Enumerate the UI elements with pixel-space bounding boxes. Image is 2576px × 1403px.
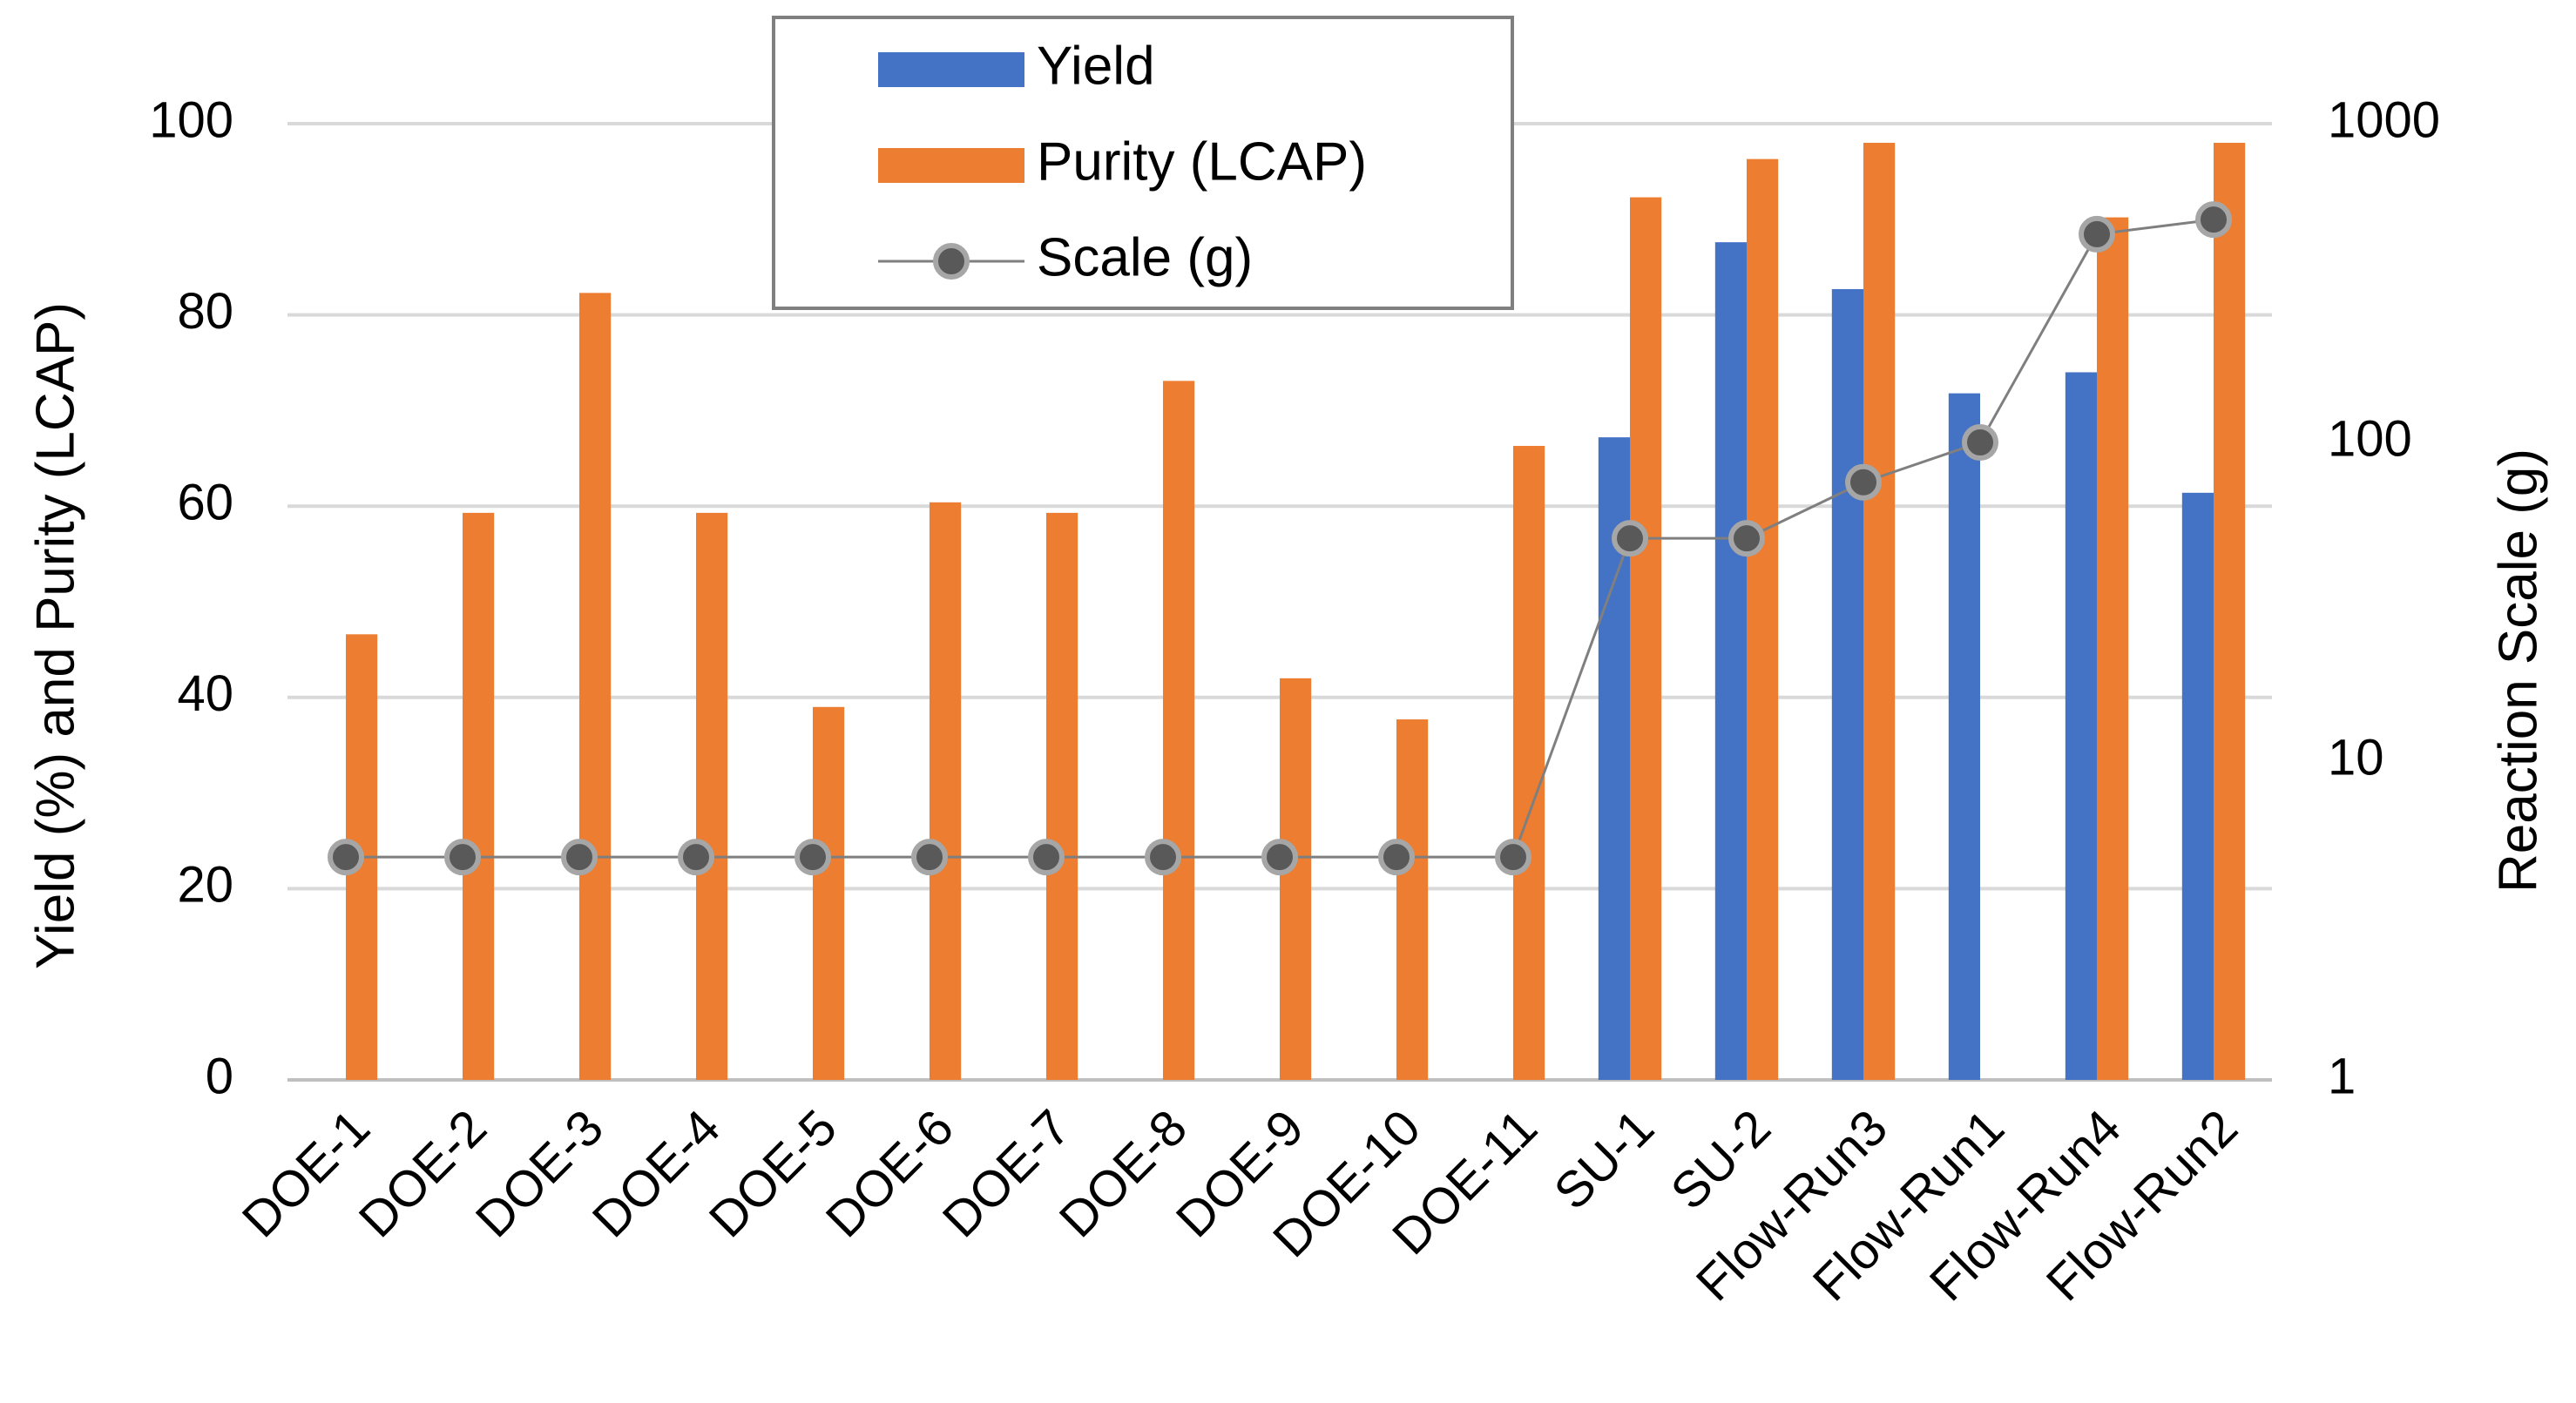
scale-marker bbox=[1612, 520, 1648, 557]
left-axis-tick-label: 20 bbox=[177, 857, 233, 914]
scale-marker bbox=[1495, 839, 1531, 876]
x-axis-tick-label: DOE-6 bbox=[815, 1099, 964, 1248]
bar-purity bbox=[1046, 512, 1078, 1080]
x-axis-tick-label: DOE-7 bbox=[932, 1099, 1081, 1248]
left-axis-tick-label: 80 bbox=[177, 283, 233, 340]
bar-purity bbox=[2214, 142, 2246, 1081]
bar-purity bbox=[930, 502, 962, 1080]
scale-marker bbox=[561, 839, 598, 876]
x-axis-tick-label: SU-1 bbox=[1544, 1099, 1665, 1220]
legend-marker-scale bbox=[933, 243, 970, 280]
x-axis-ticks: DOE-1DOE-2DOE-3DOE-4DOE-5DOE-6DOE-7DOE-8… bbox=[232, 1099, 2248, 1312]
left-axis-tick-label: 60 bbox=[177, 475, 233, 531]
right-axis-ticks: 1 10 100 1000 bbox=[2328, 91, 2440, 1104]
right-axis-tick-label: 1000 bbox=[2328, 91, 2440, 148]
legend-label-purity: Purity (LCAP) bbox=[1037, 132, 1367, 192]
bar-purity bbox=[1396, 719, 1429, 1080]
bar-yield bbox=[1948, 393, 1980, 1080]
bar-purity bbox=[1513, 446, 1545, 1080]
scale-marker bbox=[1728, 520, 1765, 557]
bar-purity bbox=[1863, 142, 1896, 1081]
legend-label-yield: Yield bbox=[1037, 36, 1155, 96]
scale-marker bbox=[1028, 839, 1065, 876]
scale-marker bbox=[444, 839, 481, 876]
x-axis-tick-label: DOE-2 bbox=[348, 1099, 497, 1248]
scale-marker bbox=[2195, 201, 2232, 239]
scale-marker bbox=[2079, 215, 2115, 253]
x-axis-tick-label: DOE-1 bbox=[232, 1099, 381, 1248]
bar-yield bbox=[2181, 492, 2214, 1080]
right-axis-tick-label: 1 bbox=[2328, 1048, 2356, 1104]
bar-purity bbox=[696, 512, 728, 1080]
x-axis-tick-label: DOE-8 bbox=[1049, 1099, 1198, 1248]
bar-purity bbox=[1630, 197, 1662, 1080]
right-axis-tick-label: 100 bbox=[2328, 410, 2412, 467]
legend-label-scale: Scale (g) bbox=[1037, 227, 1253, 287]
scale-marker bbox=[1145, 839, 1181, 876]
left-axis-tick-label: 0 bbox=[206, 1048, 233, 1104]
right-axis-title: Reaction Scale (g) bbox=[2488, 449, 2548, 893]
bar-purity bbox=[463, 512, 495, 1080]
x-axis-tick-label: DOE-4 bbox=[582, 1099, 731, 1248]
scale-marker bbox=[678, 839, 714, 876]
bar-yield bbox=[2065, 372, 2097, 1081]
bar-purity bbox=[1747, 159, 1779, 1081]
scale-marker bbox=[1378, 839, 1415, 876]
bar-yield bbox=[1831, 288, 1863, 1081]
legend-swatch-yield bbox=[878, 52, 1024, 87]
x-axis-tick-label: DOE-3 bbox=[465, 1099, 614, 1248]
bar-purity bbox=[1163, 381, 1195, 1080]
left-axis-title: Yield (%) and Purity (LCAP) bbox=[25, 302, 85, 969]
right-axis-tick-label: 10 bbox=[2328, 729, 2384, 786]
bar-purity bbox=[1280, 678, 1312, 1080]
left-axis-ticks: 0 20 40 60 80 100 bbox=[149, 91, 233, 1104]
legend-swatch-purity bbox=[878, 148, 1024, 183]
x-axis-tick-label: DOE-5 bbox=[699, 1099, 848, 1248]
scale-line-series bbox=[328, 201, 2232, 876]
bars bbox=[346, 142, 2246, 1081]
bar-purity bbox=[579, 293, 612, 1080]
bar-purity bbox=[2097, 217, 2129, 1080]
scale-marker bbox=[794, 839, 831, 876]
scale-marker bbox=[328, 839, 364, 876]
left-axis-tick-label: 100 bbox=[149, 91, 233, 148]
scale-marker bbox=[911, 839, 948, 876]
bar-yield bbox=[1714, 242, 1747, 1081]
legend: Yield Purity (LCAP) Scale (g) bbox=[772, 16, 1514, 310]
bar-purity bbox=[813, 706, 845, 1080]
scale-marker bbox=[1845, 463, 1882, 501]
left-axis-tick-label: 40 bbox=[177, 665, 233, 722]
scale-marker bbox=[1261, 839, 1298, 876]
scale-marker bbox=[1962, 424, 1998, 461]
